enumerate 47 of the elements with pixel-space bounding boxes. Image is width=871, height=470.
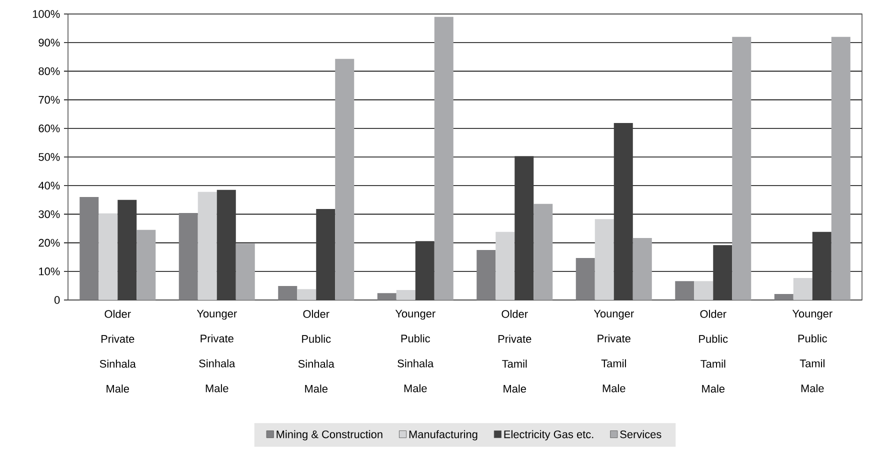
bar <box>732 36 752 300</box>
bar <box>377 293 396 300</box>
bar <box>534 204 553 300</box>
category-label: Older Private Tamil Male <box>498 310 532 393</box>
bar <box>236 244 255 300</box>
bar <box>396 290 416 300</box>
bar <box>694 281 714 300</box>
y-tick-label: 20% <box>38 238 60 247</box>
bar <box>297 289 316 300</box>
bar <box>178 213 198 300</box>
bar <box>831 36 850 300</box>
bar <box>576 258 595 300</box>
y-tick-label: 0 <box>54 296 60 304</box>
category-label: Younger Public Tamil Male <box>792 310 832 392</box>
y-tick-label: 40% <box>38 182 60 190</box>
y-tick-label: 90% <box>38 38 60 46</box>
y-tick-label: 100% <box>32 10 60 18</box>
category-label: Younger Private Sinhala Male <box>196 310 237 392</box>
bar <box>80 197 99 300</box>
category-label: Older Public Tamil Male <box>699 310 728 393</box>
legend-label: Manufacturing <box>409 430 478 440</box>
bar <box>434 16 454 300</box>
y-tick-label: 80% <box>38 67 60 76</box>
bar <box>675 281 694 300</box>
bar <box>98 213 118 300</box>
category-label: Younger Private Tamil Male <box>594 310 634 392</box>
bar <box>632 238 652 300</box>
category-label: Older Private Sinhala Male <box>100 310 136 393</box>
bar <box>278 286 298 300</box>
bar <box>793 278 812 300</box>
bar <box>335 58 354 300</box>
legend-label: Electricity Gas etc. <box>504 430 594 440</box>
bar <box>496 232 515 300</box>
y-tick-label: 70% <box>38 96 60 104</box>
legend-label: Mining & Construction <box>276 430 382 440</box>
bar <box>198 192 217 300</box>
y-tick-label: 10% <box>39 268 60 276</box>
bar <box>476 250 496 300</box>
bar <box>136 230 156 300</box>
category-label: Younger Public Sinhala Male <box>395 310 436 392</box>
bar <box>774 294 794 300</box>
y-tick-label: 60% <box>38 124 60 132</box>
bar <box>594 219 614 300</box>
y-tick-label: 50% <box>38 153 60 161</box>
y-tick-label: 30% <box>38 210 60 218</box>
legend-label: Services <box>620 430 662 438</box>
category-label: Older Public Sinhala Male <box>298 310 334 393</box>
